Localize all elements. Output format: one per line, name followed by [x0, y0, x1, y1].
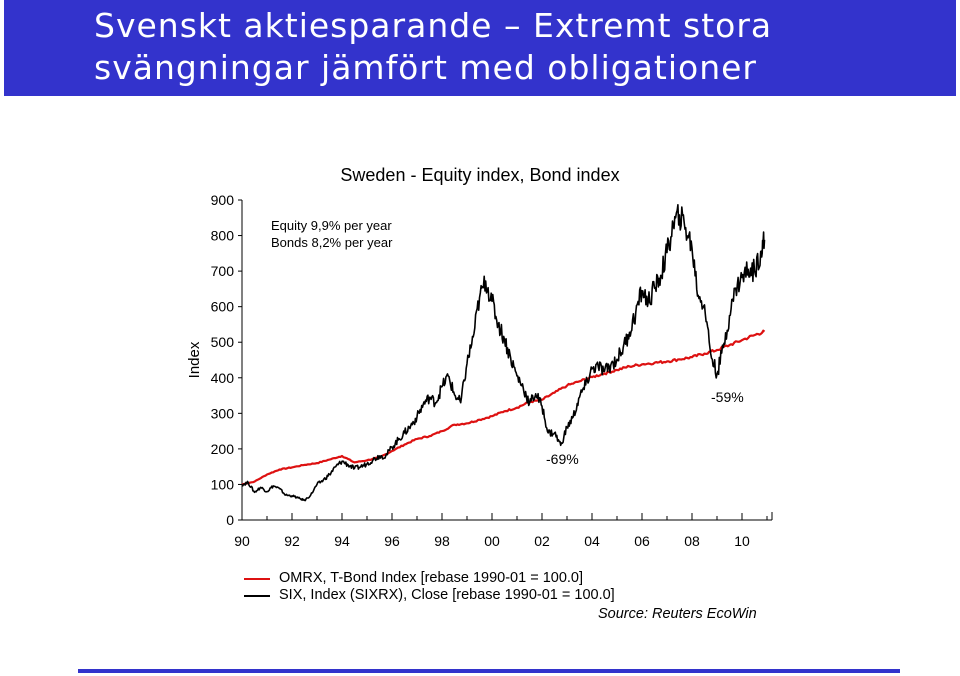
title-banner: Svenskt aktiesparande – Extremt stora sv… — [4, 0, 956, 96]
legend-swatch-equity — [244, 595, 270, 597]
y-tick-label: 200 — [211, 441, 235, 457]
legend-label-bond: OMRX, T-Bond Index [rebase 1990-01 = 100… — [279, 570, 584, 586]
y-tick-label: 0 — [226, 512, 234, 528]
x-tick-label: 92 — [284, 533, 300, 549]
x-tick-label: 98 — [434, 533, 450, 549]
x-tick-label: 08 — [684, 533, 700, 549]
x-tick-label: 06 — [634, 533, 650, 549]
annotation-drawdown-2000: -69% — [546, 451, 579, 467]
y-axis-label: Index — [186, 341, 203, 378]
x-tick-label: 94 — [334, 533, 350, 549]
chart-title: Sweden - Equity index, Bond index — [340, 165, 619, 185]
x-tick-label: 90 — [234, 533, 250, 549]
series-line-bond-index — [241, 329, 766, 486]
x-tick-label: 96 — [384, 533, 400, 549]
series-line-equity-index — [241, 204, 766, 502]
bottom-rule — [78, 669, 900, 673]
y-tick-label: 100 — [211, 476, 235, 492]
annotation-bond-return: Bonds 8,2% per year — [271, 235, 393, 250]
y-tick-label: 500 — [211, 334, 235, 350]
slide-title-line-2: svängningar jämfört med obligationer — [94, 48, 757, 87]
y-tick-label: 900 — [211, 192, 235, 208]
y-tick-label: 700 — [211, 263, 235, 279]
legend-swatch-bond — [244, 578, 270, 580]
x-tick-label: 04 — [584, 533, 600, 549]
y-tick-label: 800 — [211, 228, 235, 244]
y-tick-label: 300 — [211, 405, 235, 421]
x-tick-label: 02 — [534, 533, 550, 549]
slide-title-line-1: Svenskt aktiesparande – Extremt stora — [94, 6, 773, 45]
annotation-drawdown-2008: -59% — [711, 389, 744, 405]
x-tick-label: 00 — [484, 533, 500, 549]
legend-label-equity: SIX, Index (SIXRX), Close [rebase 1990-0… — [279, 587, 615, 603]
y-tick-label: 400 — [211, 370, 235, 386]
source-note: Source: Reuters EcoWin — [598, 606, 757, 622]
x-tick-label: 10 — [734, 533, 750, 549]
annotation-equity-return: Equity 9,9% per year — [271, 218, 392, 233]
y-tick-label: 600 — [211, 299, 235, 315]
